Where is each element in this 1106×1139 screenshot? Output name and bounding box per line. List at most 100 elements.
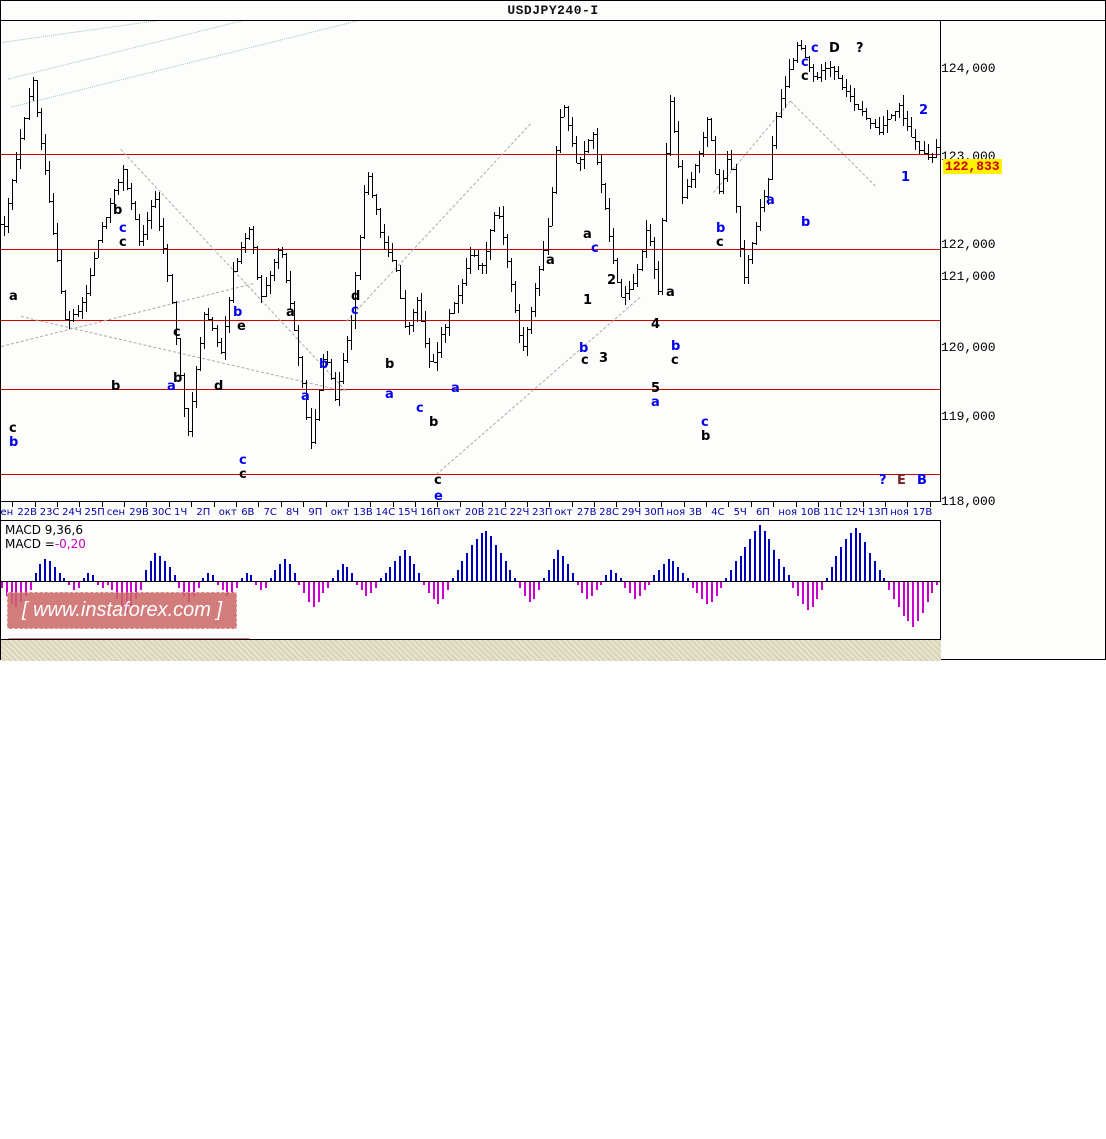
macd-bar[interactable] xyxy=(788,575,790,581)
macd-bar[interactable] xyxy=(279,564,281,581)
macd-bar[interactable] xyxy=(749,539,751,581)
macd-bar[interactable] xyxy=(63,578,65,581)
macd-bar[interactable] xyxy=(265,582,267,588)
macd-bar[interactable] xyxy=(298,582,300,585)
macd-bar[interactable] xyxy=(356,582,358,585)
macd-bar[interactable] xyxy=(505,561,507,581)
macd-bar[interactable] xyxy=(332,578,334,581)
macd-bar[interactable] xyxy=(701,582,703,599)
macd-bar[interactable] xyxy=(826,578,828,581)
macd-bar[interactable] xyxy=(629,582,631,593)
macd-bar[interactable] xyxy=(768,539,770,581)
macd-bar[interactable] xyxy=(476,539,478,581)
macd-bar[interactable] xyxy=(294,573,296,581)
macd-bar[interactable] xyxy=(807,582,809,610)
macd-bar[interactable] xyxy=(543,578,545,581)
macd-bar[interactable] xyxy=(600,582,602,585)
macd-bar[interactable] xyxy=(596,582,598,590)
macd-bar[interactable] xyxy=(361,582,363,590)
macd-bar[interactable] xyxy=(365,582,367,596)
macd-bar[interactable] xyxy=(553,559,555,581)
macd-bar[interactable] xyxy=(648,582,650,585)
macd-bar[interactable] xyxy=(927,582,929,602)
macd-bar[interactable] xyxy=(692,582,694,588)
macd-bar[interactable] xyxy=(466,553,468,581)
macd-bar[interactable] xyxy=(255,582,257,585)
macd-bar[interactable] xyxy=(567,564,569,581)
macd-bar[interactable] xyxy=(351,573,353,581)
macd-bar[interactable] xyxy=(658,570,660,581)
macd-bar[interactable] xyxy=(562,556,564,581)
macd-bar[interactable] xyxy=(797,582,799,596)
macd-bar[interactable] xyxy=(907,582,909,621)
macd-bar[interactable] xyxy=(764,531,766,581)
macd-bar[interactable] xyxy=(922,582,924,613)
macd-bar[interactable] xyxy=(270,578,272,581)
macd-bar[interactable] xyxy=(78,582,80,588)
macd-bar[interactable] xyxy=(855,528,857,581)
macd-bar[interactable] xyxy=(845,539,847,581)
macd-bar[interactable] xyxy=(812,582,814,607)
macd-bar[interactable] xyxy=(198,582,200,588)
macd-bar[interactable] xyxy=(471,545,473,581)
macd-bar[interactable] xyxy=(615,573,617,581)
macd-bar[interactable] xyxy=(68,582,70,585)
macd-bar[interactable] xyxy=(850,533,852,581)
macd-bar[interactable] xyxy=(883,578,885,581)
price-chart-area[interactable]: abcccbbabecbdaccdcbabacbaecbbcaac12345ab… xyxy=(1,21,941,501)
macd-bar[interactable] xyxy=(107,582,109,585)
macd-bar[interactable] xyxy=(529,582,531,602)
macd-bar[interactable] xyxy=(457,570,459,581)
macd-bar[interactable] xyxy=(140,582,142,590)
macd-bar[interactable] xyxy=(322,582,324,593)
macd-bar[interactable] xyxy=(639,582,641,596)
macd-bar[interactable] xyxy=(342,564,344,581)
macd-bar[interactable] xyxy=(672,561,674,581)
macd-bar[interactable] xyxy=(936,582,938,585)
macd-bar[interactable] xyxy=(274,570,276,581)
macd-bar[interactable] xyxy=(783,567,785,581)
macd-bar[interactable] xyxy=(404,550,406,581)
macd-bar[interactable] xyxy=(375,582,377,588)
macd-bar[interactable] xyxy=(313,582,315,607)
macd-bar[interactable] xyxy=(385,573,387,581)
macd-bar[interactable] xyxy=(802,582,804,604)
macd-bar[interactable] xyxy=(835,556,837,581)
macd-bar[interactable] xyxy=(931,582,933,593)
macd-bar[interactable] xyxy=(202,578,204,581)
macd-bar[interactable] xyxy=(773,550,775,581)
macd-bar[interactable] xyxy=(409,556,411,581)
macd-bar[interactable] xyxy=(461,561,463,581)
macd-bar[interactable] xyxy=(548,570,550,581)
macd-bar[interactable] xyxy=(308,582,310,602)
macd-bar[interactable] xyxy=(54,567,56,581)
macd-bar[interactable] xyxy=(418,573,420,581)
macd-bar[interactable] xyxy=(706,582,708,604)
macd-bar[interactable] xyxy=(447,582,449,590)
macd-bar[interactable] xyxy=(514,578,516,581)
macd-bar[interactable] xyxy=(509,570,511,581)
macd-bar[interactable] xyxy=(605,575,607,581)
macd-bar[interactable] xyxy=(49,561,51,581)
macd-bar[interactable] xyxy=(44,559,46,581)
macd-bar[interactable] xyxy=(586,582,588,599)
macd-bar[interactable] xyxy=(917,582,919,621)
macd-bar[interactable] xyxy=(653,575,655,581)
macd-bar[interactable] xyxy=(260,582,262,590)
macd-bar[interactable] xyxy=(740,556,742,581)
macd-bar[interactable] xyxy=(241,578,243,581)
macd-bar[interactable] xyxy=(303,582,305,593)
macd-bar[interactable] xyxy=(869,553,871,581)
date-axis[interactable]: сен22В23С24Ч25Псен29В30С1Ч2Покт6В7С8Ч9По… xyxy=(1,501,941,521)
macd-bar[interactable] xyxy=(289,564,291,581)
macd-bar[interactable] xyxy=(389,567,391,581)
macd-bar[interactable] xyxy=(83,578,85,581)
macd-bar[interactable] xyxy=(452,578,454,581)
macd-bar[interactable] xyxy=(346,567,348,581)
macd-bar[interactable] xyxy=(610,570,612,581)
macd-bar[interactable] xyxy=(792,582,794,588)
macd-bar[interactable] xyxy=(178,582,180,588)
macd-bar[interactable] xyxy=(327,582,329,588)
macd-bar[interactable] xyxy=(754,531,756,581)
macd-bar[interactable] xyxy=(581,582,583,593)
